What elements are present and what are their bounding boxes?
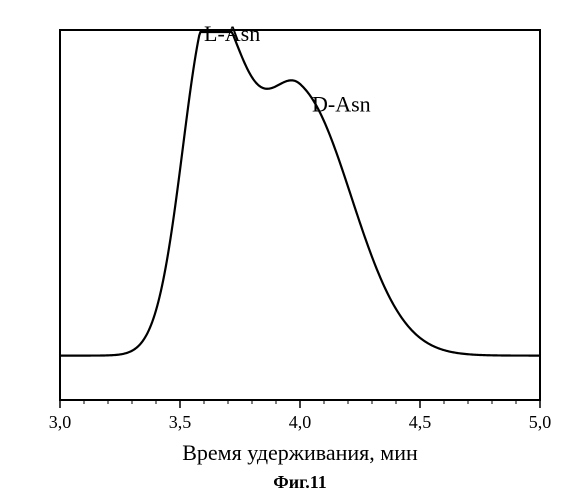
x-tick-label: 4,0	[289, 412, 312, 432]
peak-label: L-Asn	[204, 21, 260, 46]
x-tick-label: 4,5	[409, 412, 432, 432]
figure-caption: Фиг.11	[273, 472, 326, 492]
x-tick-label: 3,5	[169, 412, 192, 432]
x-tick-label: 5,0	[529, 412, 552, 432]
x-tick-label: 3,0	[49, 412, 72, 432]
chromatogram-chart: 3,0 3,5 4,0 4,5 5,0 Время удерживания, мин Фиг…	[0, 0, 580, 500]
peak-label: D-Asn	[312, 91, 371, 116]
chart-svg: 3,0 3,5 4,0 4,5 5,0 Время удерживания, мин Фиг…	[0, 0, 580, 500]
x-axis-label: Время удерживания, мин	[182, 440, 418, 465]
